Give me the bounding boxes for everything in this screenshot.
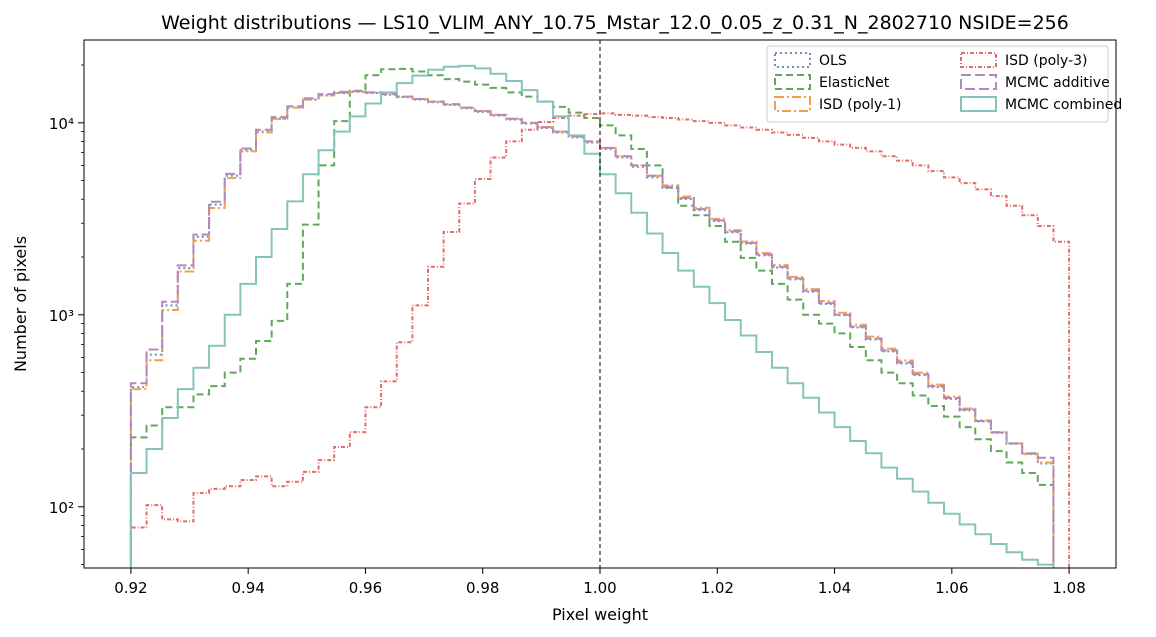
legend-swatch	[960, 52, 997, 68]
legend-entry-label: ElasticNet	[819, 75, 890, 91]
y-axis: 10² 10³ 10⁴	[49, 64, 84, 565]
x-tick-label: 0.96	[349, 579, 382, 597]
x-tick-label: 1.06	[935, 579, 968, 597]
y-axis-label: Number of pixels	[11, 236, 30, 372]
legend-box	[766, 45, 1109, 123]
y-tick-label: 10²	[49, 499, 74, 517]
legend-entry-label: MCMC combined	[1005, 97, 1122, 113]
legend-swatch	[774, 96, 811, 112]
legend-entry-label: OLS	[819, 53, 847, 69]
x-tick-label: 1.02	[701, 579, 734, 597]
x-axis: 0.92 0.94 0.96 0.98 1.00 1.02 1.04 1.06 1.08	[114, 568, 1086, 597]
chart-title: Weight distributions — LS10_VLIM_ANY_10.…	[161, 12, 1069, 34]
x-tick-label: 0.94	[231, 579, 264, 597]
x-tick-label: 1.08	[1052, 579, 1085, 597]
series-layer	[129, 64, 1071, 568]
x-tick-label: 1.00	[583, 579, 616, 597]
y-tick-label: 10⁴	[49, 115, 74, 133]
legend-swatch	[960, 74, 997, 90]
series-isd-poly-1--line	[129, 90, 1055, 568]
x-tick-label: 0.92	[114, 579, 147, 597]
y-tick-label: 10³	[49, 307, 74, 325]
series-elasticnet-line	[129, 67, 1055, 568]
legend-entry-label: ISD (poly-1)	[819, 97, 902, 113]
legend-swatch	[774, 74, 811, 90]
x-tick-label: 0.98	[466, 579, 499, 597]
legend-entry-label: MCMC additive	[1005, 75, 1110, 91]
legend: OLS ElasticNet ISD (poly-1) ISD (poly-3) MCM…	[766, 45, 1122, 123]
legend-entry-label: ISD (poly-3)	[1005, 53, 1088, 69]
x-axis-label: Pixel weight	[552, 605, 648, 624]
x-tick-label: 1.04	[818, 579, 851, 597]
legend-swatch	[774, 52, 811, 68]
legend-swatch	[960, 96, 997, 112]
